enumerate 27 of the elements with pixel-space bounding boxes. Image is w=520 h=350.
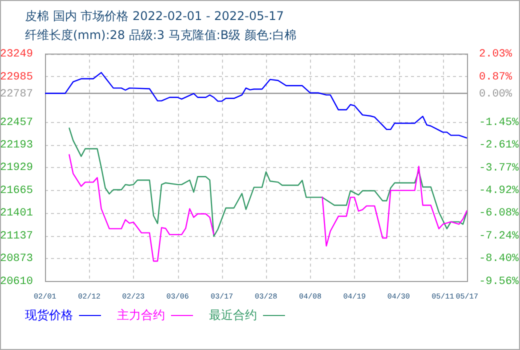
chart-title: 皮棉 国内 市场价格 2022-02-01 - 2022-05-17 xyxy=(25,8,285,25)
y2-tick-label: -3.77% xyxy=(479,162,520,174)
y2-tick-label: 0.00% xyxy=(479,88,512,100)
y-tick-label: 22787 xyxy=(0,88,33,100)
y2-tick-label: 0.87% xyxy=(479,71,512,84)
y-tick-label: 20610 xyxy=(0,276,33,288)
legend-label: 最近合约 xyxy=(209,308,258,322)
y2-tick-label: -8.40% xyxy=(479,253,520,266)
y2-tick-label: -7.24% xyxy=(479,230,520,242)
y2-tick-label: -1.45% xyxy=(479,116,520,129)
y-tick-label: 21665 xyxy=(0,185,33,197)
y2-tick-label: -4.92% xyxy=(479,184,520,197)
y2-tick-label: -6.08% xyxy=(479,208,520,220)
y2-tick-label: -2.61% xyxy=(479,140,520,152)
legend-label: 主力合约 xyxy=(117,308,166,322)
y-tick-label: 22985 xyxy=(0,71,33,84)
y2-tick-label: -9.56% xyxy=(479,276,520,288)
y-tick-label: 21137 xyxy=(0,230,33,242)
y-tick-label: 22457 xyxy=(0,116,33,129)
y-tick-label: 20873 xyxy=(0,253,33,266)
y-tick-label: 21401 xyxy=(0,208,34,220)
y2-tick-label: 2.03% xyxy=(479,48,512,61)
y-tick-label: 21929 xyxy=(0,162,33,174)
legend-label: 现货价格 xyxy=(25,308,74,322)
y-tick-label: 23249 xyxy=(0,48,33,61)
y-tick-label: 22193 xyxy=(0,140,33,152)
chart-subtitle: 纤维长度(mm):28 品级:3 马克隆值:B级 颜色:白棉 xyxy=(25,27,296,44)
